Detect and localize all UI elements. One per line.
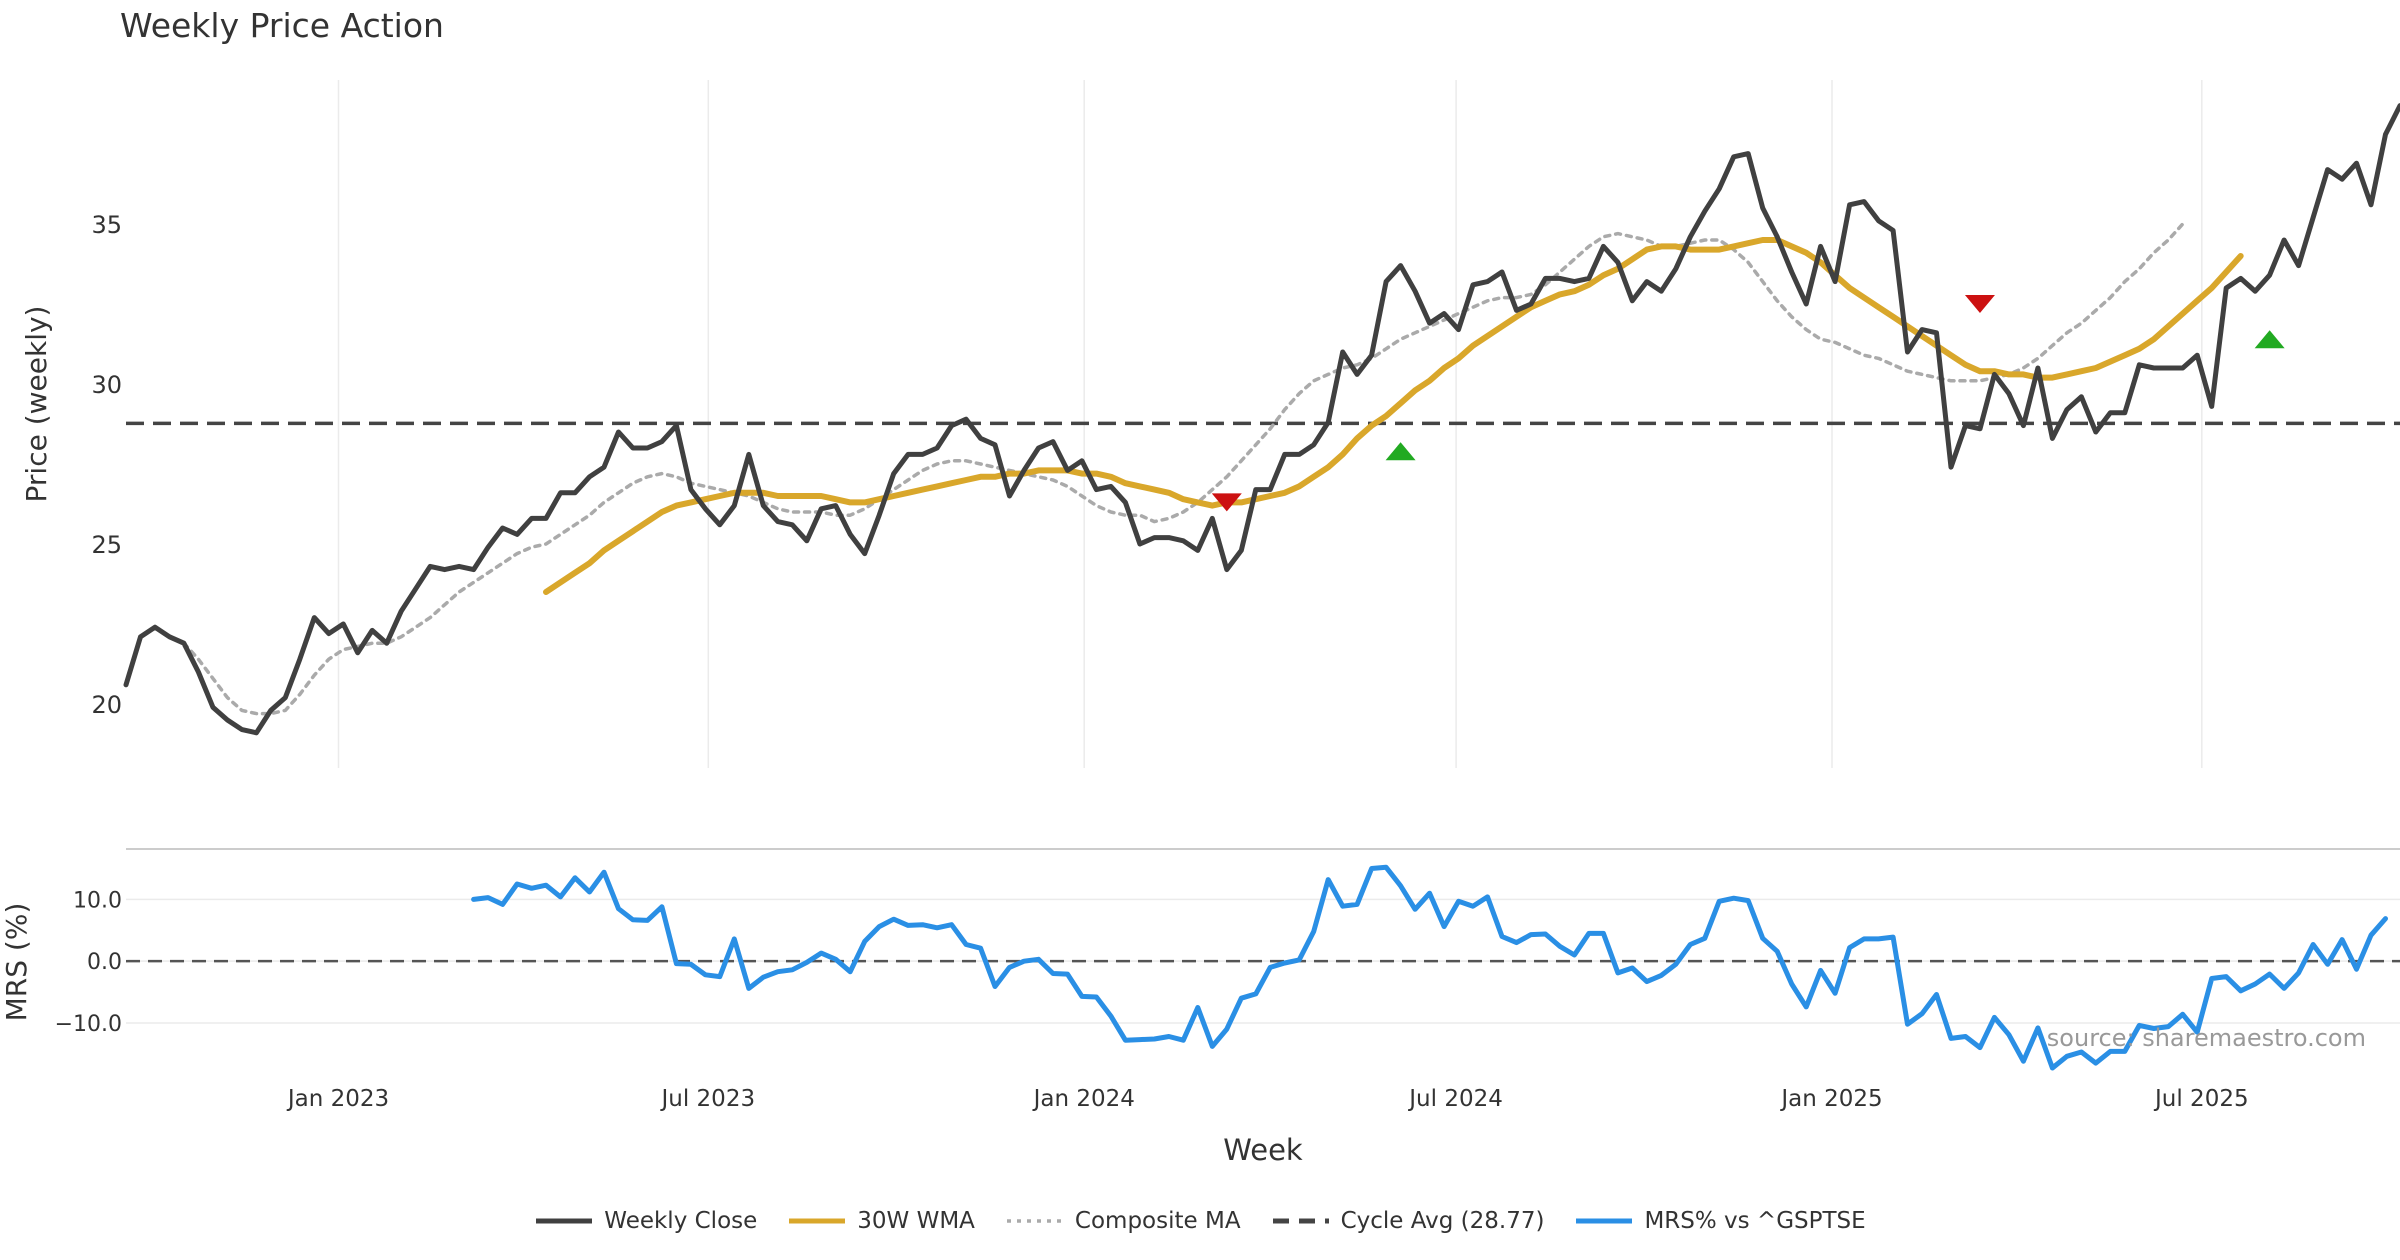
mrs-y-tick-label: 0.0 (87, 950, 122, 975)
price-y-tick-labels: 20 25 30 35 (91, 211, 122, 719)
signal-markers (1211, 295, 2285, 512)
legend-item-composite-ma: Composite MA (1005, 1208, 1241, 1234)
x-tick-label: Jan 2023 (286, 1086, 389, 1112)
x-tick-label: Jul 2023 (659, 1086, 755, 1112)
x-tick-label: Jul 2024 (1407, 1086, 1503, 1112)
legend-label: Composite MA (1074, 1208, 1241, 1234)
buy-signal-marker (1385, 442, 1416, 461)
chart-legend: Weekly Close 30W WMA Composite MA Cycle Avg… (0, 1208, 2400, 1234)
legend-swatch (1576, 1218, 1633, 1224)
legend-swatch (536, 1218, 593, 1224)
mrs-series-group (471, 864, 2388, 1071)
price-y-axis-label: Price (weekly) (20, 306, 53, 503)
mrs-y-tick-label: −10.0 (55, 1012, 122, 1037)
x-tick-label: Jan 2024 (1032, 1086, 1135, 1112)
series-line-mrs-vs-gsptse (471, 864, 2388, 1071)
price-y-tick-label: 20 (91, 691, 122, 719)
mrs-y-tick-label: 10.0 (73, 888, 122, 913)
legend-label: Weekly Close (604, 1208, 758, 1234)
sell-signal-marker (1964, 295, 1995, 313)
legend-swatch (789, 1218, 846, 1224)
chart-title: Weekly Price Action (120, 6, 444, 45)
source-watermark: source: sharemaestro.com (2047, 1024, 2366, 1052)
legend-swatch (1272, 1218, 1329, 1224)
legend-swatch (1006, 1219, 1063, 1223)
legend-item-weekly-close: Weekly Close (534, 1208, 757, 1234)
series-line-weekly-close (123, 103, 2400, 736)
legend-item-30w-wma: 30W WMA (787, 1208, 975, 1234)
series-line-composite-ma (182, 222, 2185, 716)
x-axis-label: Week (1223, 1133, 1303, 1167)
sell-signal-marker (1211, 493, 1242, 512)
buy-signal-marker (2254, 330, 2285, 349)
legend-item-mrs-vs-gsptse: MRS% vs ^GSPTSE (1574, 1208, 1866, 1234)
legend-label: 30W WMA (857, 1208, 975, 1234)
legend-label: Cycle Avg (28.77) (1340, 1208, 1545, 1234)
price-y-tick-label: 25 (91, 531, 122, 559)
x-tick-label: Jul 2025 (2153, 1086, 2249, 1112)
series-line-30w-wma (543, 237, 2244, 595)
mrs-y-axis-label: MRS (%) (0, 903, 33, 1022)
mrs-y-tick-labels: 10.0 0.0 −10.0 (55, 888, 122, 1037)
legend-label: MRS% vs ^GSPTSE (1644, 1208, 1866, 1234)
x-tick-label: Jan 2025 (1779, 1086, 1882, 1112)
legend-item-cycle-avg-28-77: Cycle Avg (28.77) (1271, 1208, 1545, 1234)
x-tick-labels: Jan 2023 Jul 2023 Jan 2024 Jul 2024 Jan 2025… (286, 1086, 2249, 1112)
price-y-tick-label: 35 (91, 211, 122, 239)
price-y-tick-label: 30 (91, 371, 122, 399)
price-series-group (123, 103, 2400, 736)
